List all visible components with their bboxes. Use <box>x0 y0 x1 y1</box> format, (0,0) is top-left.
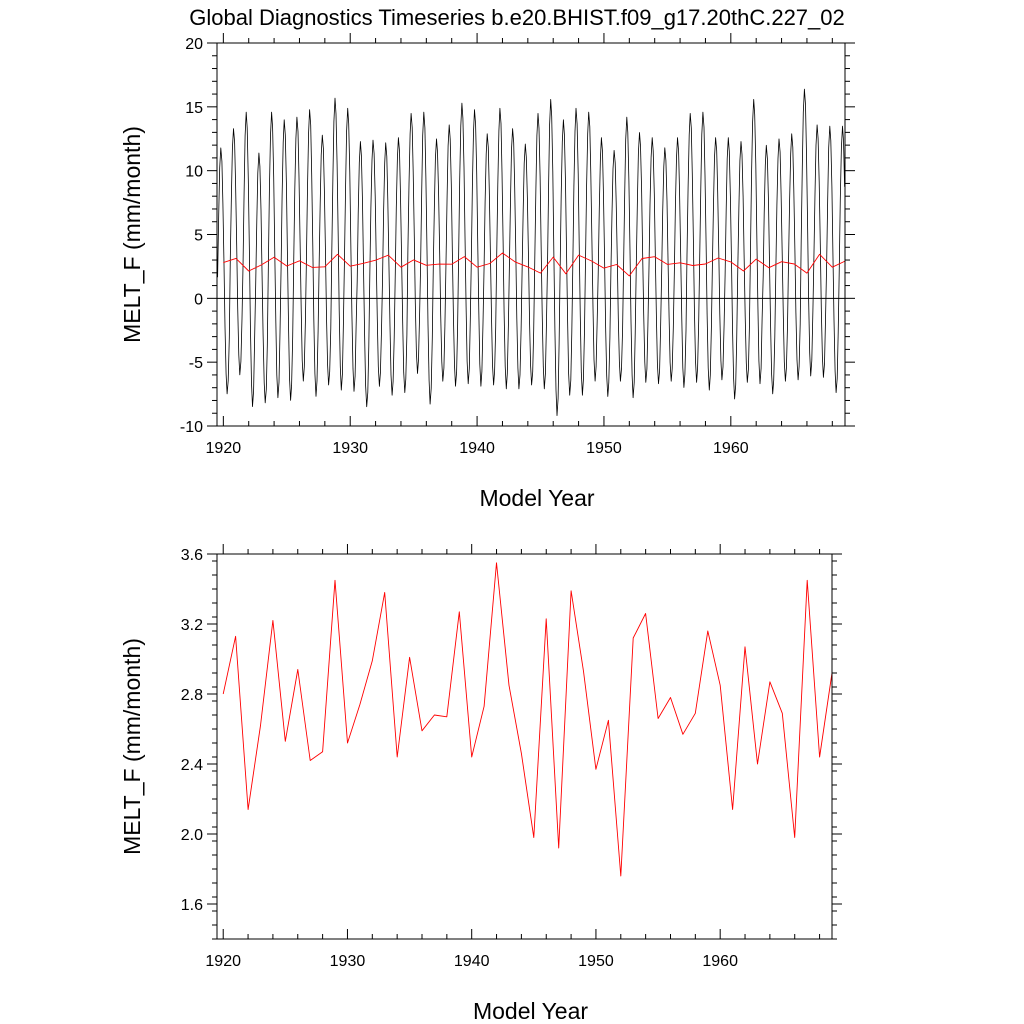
top-panel: 1920 1930 1940 1950 1960 -10 -5 0 5 10 15 20 Model … <box>119 33 855 511</box>
plot-frame <box>216 553 833 940</box>
x-tick-label: 1920 <box>206 440 242 457</box>
y-axis-label: MELT_F (mm/month) <box>119 126 145 343</box>
x-tick-label: 1950 <box>578 953 614 970</box>
x-tick-label: 1950 <box>586 440 622 457</box>
x-tick-label: 1960 <box>713 440 749 457</box>
y-tick-label: -5 <box>189 355 203 372</box>
tick-marks <box>207 544 842 940</box>
x-tick-label: 1940 <box>454 953 490 970</box>
x-tick-label: 1940 <box>459 440 495 457</box>
y-tick-label: 3.6 <box>181 547 203 564</box>
bottom-panel: 1920 1930 1940 1950 1960 1.6 2.0 2.4 2.8 3.2 3.6 M… <box>119 544 842 1024</box>
tick-labels: 1920 1930 1940 1950 1960 -10 -5 0 5 10 15 20 <box>180 36 749 457</box>
y-tick-label: 10 <box>185 164 203 181</box>
x-axis-label: Model Year <box>473 998 588 1024</box>
x-tick-label: 1930 <box>330 953 366 970</box>
y-tick-label: -10 <box>180 419 203 436</box>
series-layer <box>217 88 846 417</box>
chart-title: Global Diagnostics Timeseries b.e20.BHIS… <box>189 5 845 30</box>
y-tick-label: 3.2 <box>181 617 203 634</box>
series-layer <box>222 562 833 877</box>
y-tick-label: 1.6 <box>181 897 203 914</box>
y-tick-label: 0 <box>194 291 203 308</box>
y-tick-label: 5 <box>194 228 203 245</box>
y-tick-label: 2.4 <box>181 757 203 774</box>
plot-frame <box>216 42 846 427</box>
x-tick-label: 1920 <box>205 953 241 970</box>
y-tick-label: 2.8 <box>181 687 203 704</box>
y-tick-label: 20 <box>185 36 203 53</box>
y-axis-label: MELT_F (mm/month) <box>119 638 145 855</box>
series-line-monthly <box>217 88 845 417</box>
y-tick-label: 2.0 <box>181 827 203 844</box>
x-tick-label: 1960 <box>702 953 738 970</box>
y-tick-label: 15 <box>185 100 203 117</box>
series-line-annual-mean <box>223 252 846 277</box>
tick-labels: 1920 1930 1940 1950 1960 1.6 2.0 2.4 2.8 3.2 3.6 <box>181 547 738 970</box>
series-line-annual-mean <box>222 562 833 877</box>
x-tick-label: 1930 <box>332 440 368 457</box>
tick-marks <box>207 33 855 427</box>
x-axis-label: Model Year <box>479 485 594 511</box>
